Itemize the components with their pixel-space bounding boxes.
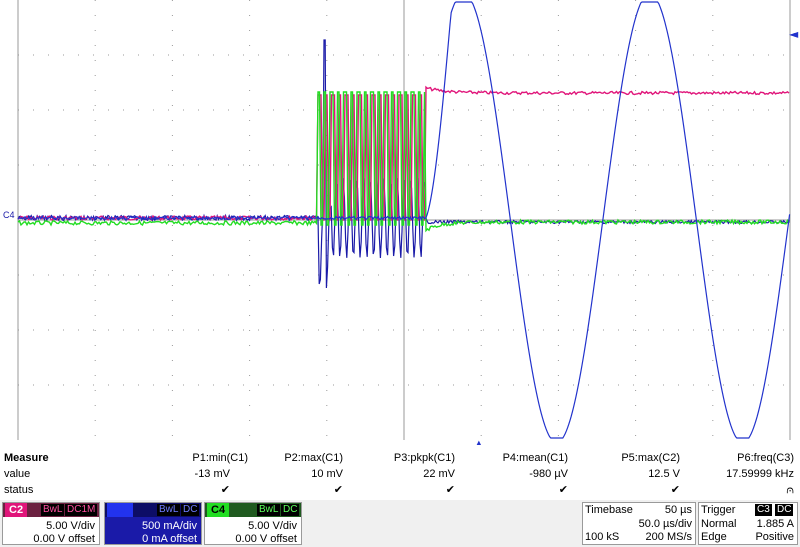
param-name[interactable]: P1:min(C1)	[192, 452, 248, 464]
timebase-per-div: 50 µs	[664, 504, 692, 516]
param-status-icon: ✔	[333, 484, 343, 496]
channel-descriptor-bar: C2 BwL DC1M 5.00 V/div 0.00 V offset C3 …	[0, 500, 800, 547]
trace-c3	[17, 1, 791, 439]
trigger-mode: Normal	[701, 518, 737, 530]
channel-level-marker-c4: C4	[3, 210, 15, 220]
param-name[interactable]: P3:pkpk(C1)	[393, 452, 455, 464]
coupling-badge: DC	[181, 504, 200, 516]
status-row-label: status	[4, 484, 34, 496]
channel-name: C2	[5, 503, 28, 517]
vertical-offset: 0 mA offset	[142, 533, 197, 545]
coupling-badge: DC	[281, 504, 300, 516]
timebase-label: Timebase	[585, 504, 633, 516]
param-value: -13 mV	[194, 468, 230, 480]
param-status-icon: ✔	[558, 484, 568, 496]
measure-table: Measure P1:min(C1) P2:max(C1) P3:pkpk(C1…	[0, 445, 800, 500]
trigger-position-arrow: ▲	[475, 439, 483, 445]
param-name[interactable]: P2:max(C1)	[284, 452, 343, 464]
param-status-icon: ✔	[670, 484, 680, 496]
channel-descriptor-c2[interactable]: C2 BwL DC1M 5.00 V/div 0.00 V offset	[2, 502, 100, 545]
param-value: 17.59999 kHz	[726, 468, 794, 480]
vertical-offset: 0.00 V offset	[33, 533, 95, 545]
trigger-level-arrow: ◄	[789, 27, 799, 41]
trace-c4	[17, 91, 790, 233]
channel-name: C3	[107, 503, 133, 517]
channel-name: C4	[207, 503, 230, 517]
channel-descriptor-c4[interactable]: C4 BwL DC 5.00 V/div 0.00 V offset	[204, 502, 302, 545]
trigger-type: Edge	[701, 531, 727, 543]
vertical-offset: 0.00 V offset	[235, 533, 297, 545]
trigger-level: 1.885 A	[756, 518, 794, 530]
bandwidth-limit-badge: BwL	[157, 504, 181, 516]
param-name[interactable]: P4:mean(C1)	[502, 452, 568, 464]
param-value: -980 µV	[529, 468, 568, 480]
coupling-badge: DC1M	[65, 504, 98, 516]
trigger-label: Trigger	[701, 504, 736, 516]
sample-rate: 200 MS/s	[645, 531, 692, 543]
trigger-slope: Positive	[755, 531, 794, 543]
param-name[interactable]: P6:freq(C3)	[737, 452, 794, 464]
bandwidth-limit-badge: BwL	[41, 504, 65, 516]
value-row-label: value	[4, 468, 31, 480]
timebase-descriptor[interactable]: Timebase 50 µs 50.0 µs/div 100 kS 200 MS…	[582, 502, 696, 545]
param-value: 22 mV	[423, 468, 455, 480]
bandwidth-limit-badge: BwL	[257, 504, 281, 516]
waveform-display[interactable]: C4 ◄ ▲	[0, 0, 800, 445]
vertical-scale: 500 mA/div	[141, 520, 197, 532]
param-status-icon: ⩀	[786, 484, 794, 496]
param-name[interactable]: P5:max(C2)	[621, 452, 680, 464]
param-value: 12.5 V	[648, 468, 680, 480]
trigger-source-badge: C3	[755, 504, 772, 516]
trigger-coupling-badge: DC	[775, 504, 794, 516]
param-status-icon: ✔	[445, 484, 455, 496]
vertical-scale: 5.00 V/div	[248, 520, 297, 532]
channel-descriptor-c3[interactable]: C3 BwL DC 500 mA/div 0 mA offset	[104, 502, 202, 545]
sample-count: 100 kS	[585, 531, 620, 543]
timebase-rate-line: 50.0 µs/div	[638, 518, 692, 530]
trigger-descriptor[interactable]: Trigger C3 DC Normal 1.885 A Edge Positi…	[698, 502, 798, 545]
param-value: 10 mV	[311, 468, 343, 480]
param-status-icon: ✔	[220, 484, 230, 496]
measure-header: Measure	[4, 452, 49, 464]
vertical-scale: 5.00 V/div	[46, 520, 95, 532]
